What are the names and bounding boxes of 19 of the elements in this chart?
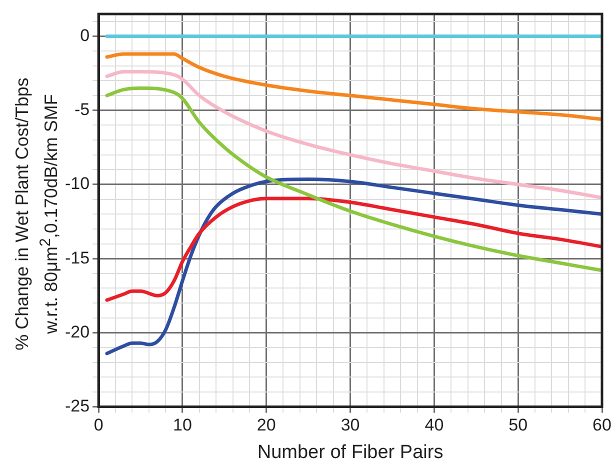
line-series [105,52,602,121]
y-tick-label: -15 [64,248,90,268]
line-series [105,196,602,302]
y-tick-label: -25 [64,396,90,416]
x-tick-label: 60 [592,416,612,435]
x-tick-label: 30 [340,416,360,435]
line-series [105,86,602,272]
x-tick-label: 0 [94,416,104,435]
x-tick-label: 10 [173,416,192,435]
y-tick-label: -10 [64,174,90,194]
x-axis-title: Number of Fiber Pairs [257,442,444,463]
y-tick-label: -20 [64,322,90,342]
x-tick-label: 40 [424,416,444,435]
line-series [105,70,602,200]
x-tick-label: 20 [256,416,276,435]
y-tick-label: 0 [80,26,90,45]
y-tick-label: -5 [74,100,90,120]
line-series [105,178,602,356]
x-tick-label: 50 [508,416,528,435]
